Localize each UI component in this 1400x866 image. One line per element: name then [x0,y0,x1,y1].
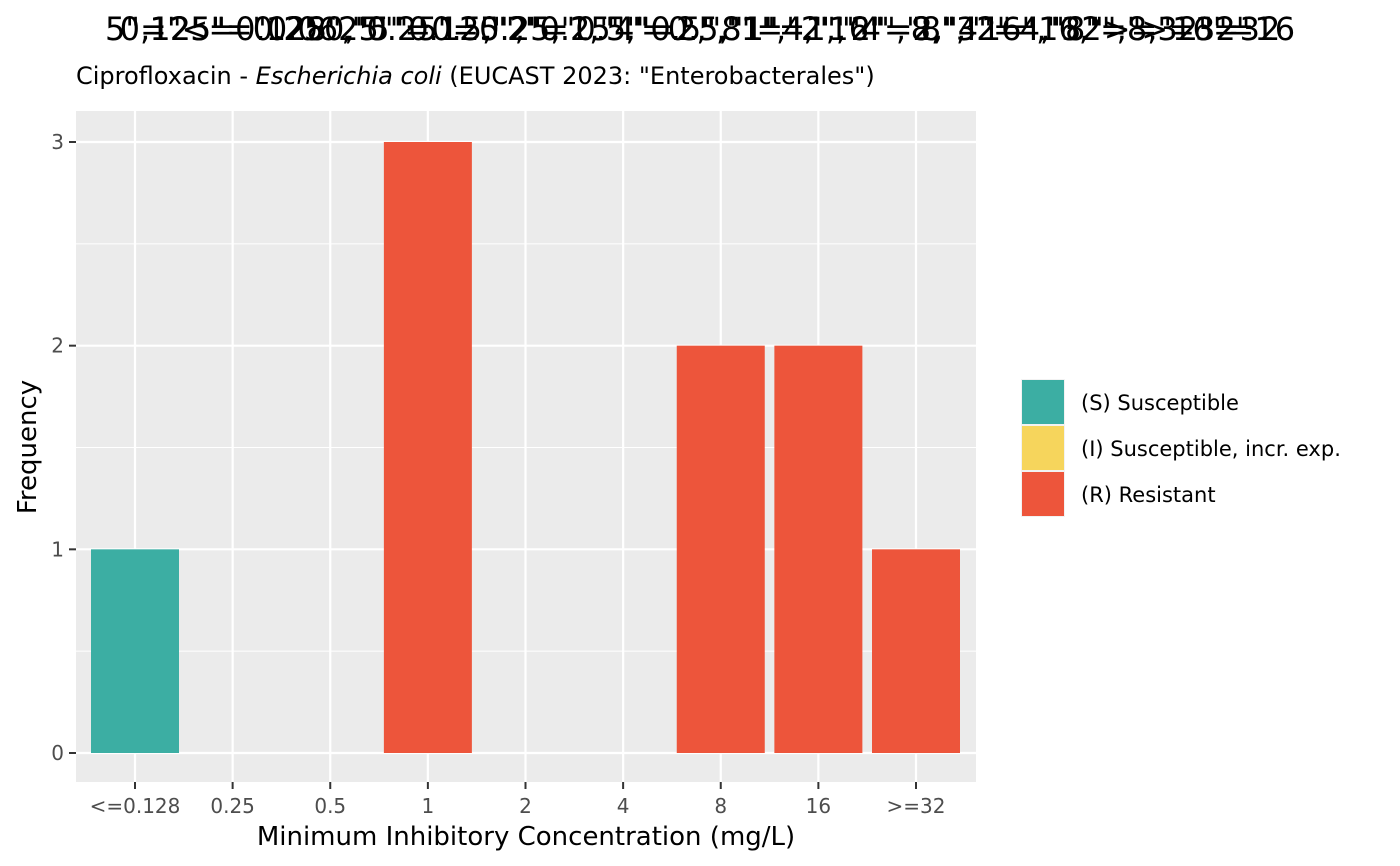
y-tick-label: 1 [51,537,64,561]
title-overlay-text: 0,125"=0.250,"5"=0.5,"2"=1,"4"=2,"8"=4,"… [120,10,1281,48]
bar-r [872,549,960,753]
x-tick-label: <=0.128 [90,794,181,818]
legend-label-s: (S) Susceptible [1081,391,1239,415]
x-tick-label: 0.25 [210,794,255,818]
subtitle-antibiotic: Ciprofloxacin - [76,62,256,90]
y-axis: 0 1 2 3 [51,130,76,765]
bar-r [676,345,765,753]
chart-subtitle: Ciprofloxacin - Escherichia coli (EUCAST… [76,62,875,90]
subtitle-organism: Escherichia coli [256,62,442,90]
legend-key-r [1022,472,1064,516]
x-tick-label: >=32 [887,794,946,818]
x-tick-label: 8 [714,794,727,818]
y-tick-label: 0 [51,741,64,765]
bars [91,142,960,753]
x-tick-label: 1 [422,794,435,818]
legend: (S) Susceptible (I) Susceptible, incr. ex… [1021,379,1341,517]
title-overlay-text: 5"="<=0.128","0.25"=0.25,"0.5"=0.5,"1"=1… [105,10,1295,48]
y-tick-label: 3 [51,130,64,154]
x-axis: <=0.128 0.25 0.5 1 2 4 8 16 >=32 [90,782,946,818]
legend-label-i: (I) Susceptible, incr. exp. [1081,437,1341,461]
subtitle-guideline: (EUCAST 2023: "Enterobacterales") [442,62,875,90]
x-tick-label: 2 [519,794,532,818]
title-overlay-text: 125"="0.0625""0.125","0.25","0.5","1","2… [150,10,1251,48]
x-tick-label: 16 [806,794,831,818]
legend-key-s [1022,380,1064,424]
bar-r [383,142,472,753]
legend-key-i [1022,426,1064,470]
y-tick-label: 2 [51,334,64,358]
bar-s [91,549,179,753]
bar-r [774,345,863,753]
x-tick-label: 0.5 [314,794,346,818]
x-axis-title: Minimum Inhibitory Concentration (mg/L) [257,822,795,852]
x-tick-label: 4 [617,794,630,818]
legend-label-r: (R) Resistant [1081,483,1216,507]
chart-title-overlay: 0,125"=0.250,"5"=0.5,"2"=1,"4"=2,"8"=4,"… [105,10,1295,48]
y-axis-title: Frequency [13,380,43,514]
